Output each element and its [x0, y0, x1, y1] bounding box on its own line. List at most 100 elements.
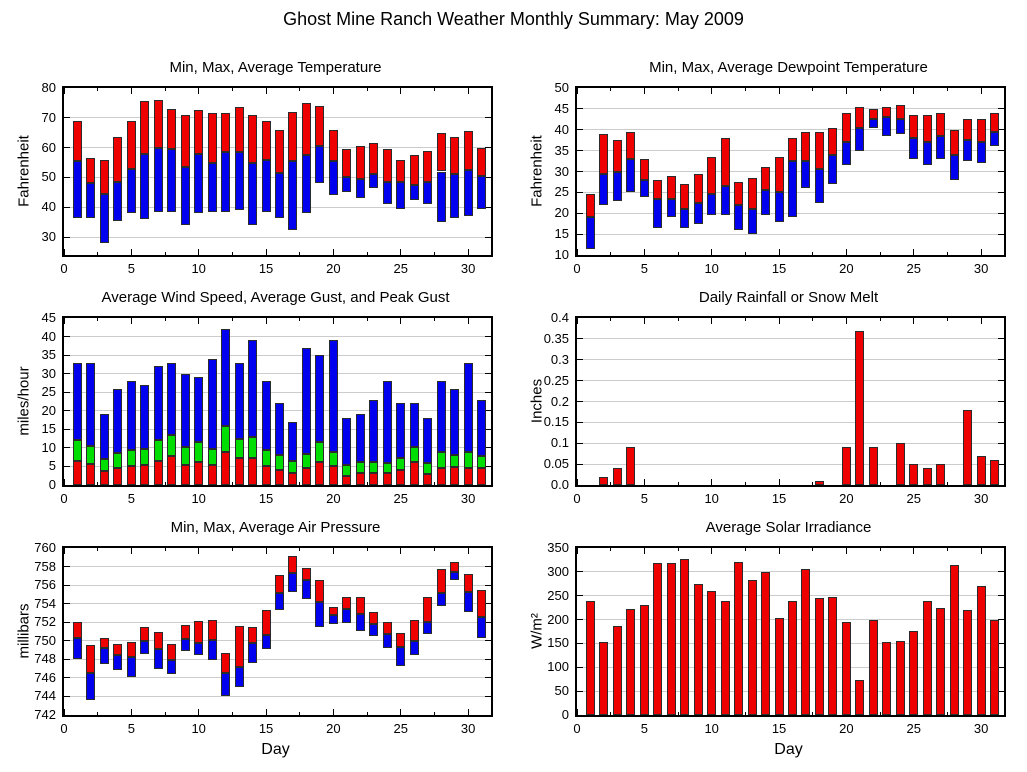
y-tick-mark [577, 642, 583, 644]
x-minor-tick-mark [677, 548, 679, 551]
x-minor-tick-mark [610, 318, 612, 321]
dewpoint-day24-avg-to-max-bar [895, 104, 905, 120]
y-tick-label: 0 [561, 707, 569, 722]
x-tick-mark [711, 249, 713, 255]
rainfall-day30-rainfall-bar [976, 455, 986, 485]
x-tick-mark [913, 318, 915, 324]
solar-day11-average-solar-irradiance-bar [720, 600, 730, 715]
x-minor-tick-mark [744, 252, 746, 255]
solar-day6-average-solar-irradiance-bar [653, 563, 663, 715]
x-tick-mark [577, 318, 578, 324]
dewpoint-day13-min-to-avg-bar [747, 209, 757, 235]
wind-day24-average-wind-speed-bar [382, 472, 392, 485]
x-minor-tick-mark [231, 712, 233, 715]
solar-day7-average-solar-irradiance-bar [666, 563, 676, 715]
x-tick-mark [198, 249, 200, 255]
temperature-day27-min-to-avg-bar [423, 181, 433, 205]
pressure-day16-min-to-avg-bar [275, 592, 285, 611]
x-minor-tick-mark [812, 482, 814, 485]
rainfall-day31-rainfall-bar [990, 459, 1000, 485]
dewpoint-day20-avg-to-max-bar [841, 113, 851, 143]
x-minor-tick-mark [879, 318, 881, 321]
y-tick-mark [577, 338, 583, 340]
page-title: Ghost Mine Ranch Weather Monthly Summary… [283, 9, 744, 29]
pressure-day28-avg-to-max-bar [436, 569, 446, 594]
pressure-day8-min-to-avg-bar [167, 660, 177, 675]
temperature-day29-avg-to-max-bar [450, 137, 460, 175]
dewpoint-day10-min-to-avg-bar [707, 194, 717, 216]
temperature-day16-min-to-avg-bar [275, 172, 285, 218]
y-tick-mark [998, 463, 1004, 465]
wind-day19-average-gust-bar [315, 441, 325, 462]
wind-day5-peak-gust-bar [126, 381, 136, 450]
y-tick-mark [998, 642, 1004, 644]
x-minor-tick-mark [879, 88, 881, 91]
x-tick-mark [467, 709, 469, 715]
y-tick-label: 0 [48, 477, 56, 492]
wind-day25-peak-gust-bar [396, 403, 406, 458]
dewpoint-day27-avg-to-max-bar [936, 113, 946, 136]
pressure-day23-avg-to-max-bar [369, 612, 379, 625]
x-tick-label: 30 [460, 721, 476, 736]
wind-day2-peak-gust-bar [86, 362, 96, 447]
x-tick-label: 20 [839, 721, 854, 736]
dewpoint-day7-avg-to-max-bar [666, 175, 676, 199]
y-tick-label: 25 [41, 384, 56, 400]
dewpoint-day25-avg-to-max-bar [909, 115, 919, 139]
x-minor-tick-mark [946, 482, 948, 485]
y-tick-mark [998, 129, 1004, 131]
wind-day26-average-gust-bar [409, 446, 419, 462]
wind-day18-average-wind-speed-bar [301, 468, 311, 485]
wind-day3-average-gust-bar [99, 459, 109, 471]
x-minor-tick-mark [231, 318, 233, 321]
pressure-day12-min-to-avg-bar [221, 673, 231, 696]
dewpoint-day8-min-to-avg-bar [680, 209, 690, 228]
y-tick-mark [577, 571, 583, 573]
dewpoint-day21-avg-to-max-bar [855, 106, 865, 128]
x-tick-mark [467, 318, 469, 324]
x-minor-tick-mark [433, 712, 435, 715]
pressure-day22-min-to-avg-bar [355, 613, 365, 632]
dewpoint-day15-min-to-avg-bar [774, 192, 784, 222]
y-tick-mark [998, 359, 1004, 361]
temperature-day10-min-to-avg-bar [194, 153, 204, 214]
y-tick-mark [577, 595, 583, 597]
dewpoint-day26-avg-to-max-bar [922, 115, 932, 143]
wind-day24-average-gust-bar [382, 462, 392, 473]
x-tick-label: 20 [326, 261, 341, 276]
x-tick-label: 15 [258, 261, 274, 276]
y-tick-mark [577, 150, 583, 152]
chart-title-solar: Average Solar Irradiance [705, 519, 872, 536]
x-tick-mark [400, 709, 402, 715]
y-tick-mark [998, 690, 1004, 692]
temperature-day17-min-to-avg-bar [288, 161, 298, 230]
y-tick-label: 35 [41, 347, 56, 363]
wind-day25-average-gust-bar [396, 457, 406, 471]
y-tick-label: 0.15 [543, 414, 569, 430]
rainfall-day29-rainfall-bar [963, 409, 973, 485]
wind-day6-peak-gust-bar [140, 384, 150, 449]
temperature-day27-avg-to-max-bar [423, 150, 433, 182]
wind-day18-average-gust-bar [301, 454, 311, 469]
y-tick-mark [577, 666, 583, 668]
y-tick-label: 50 [554, 80, 569, 95]
x-minor-tick-mark [299, 712, 301, 715]
dewpoint-day18-avg-to-max-bar [814, 131, 824, 170]
y-tick-mark [485, 621, 491, 623]
x-tick-mark [980, 249, 982, 255]
gridline [64, 695, 491, 697]
wind-day4-average-gust-bar [113, 453, 123, 469]
temperature-day17-avg-to-max-bar [288, 111, 298, 162]
y-tick-label: 40 [41, 199, 56, 215]
pressure-chart-panel: Min, Max, Average Air Pressure millibars… [0, 506, 513, 772]
gridline [64, 373, 491, 375]
y-tick-label: 0.4 [550, 310, 569, 325]
pressure-day19-min-to-avg-bar [315, 601, 325, 627]
dewpoint-day31-avg-to-max-bar [990, 113, 1000, 132]
pressure-day7-min-to-avg-bar [153, 649, 163, 669]
x-minor-tick-mark [610, 252, 612, 255]
pressure-day21-avg-to-max-bar [342, 597, 352, 610]
x-tick-label: 10 [704, 721, 719, 736]
x-tick-mark [467, 88, 469, 94]
pressure-day21-min-to-avg-bar [342, 609, 352, 624]
